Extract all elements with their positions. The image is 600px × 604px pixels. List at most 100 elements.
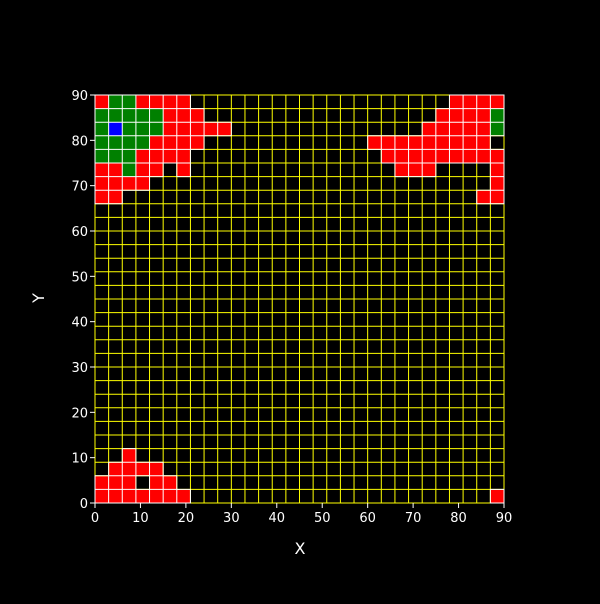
red-cell: [190, 135, 205, 150]
red-cell: [408, 135, 423, 150]
red-cell: [490, 163, 504, 177]
red-cell: [95, 489, 109, 503]
y-tick-label: 80: [71, 134, 88, 149]
red-cell: [135, 489, 150, 503]
red-cell: [476, 149, 491, 163]
red-cell: [108, 163, 123, 177]
red-cell: [490, 190, 504, 204]
red-cell: [122, 489, 136, 503]
green-cell: [490, 108, 504, 123]
green-cell: [122, 135, 136, 150]
red-cell: [176, 108, 191, 123]
red-cell: [149, 135, 164, 150]
green-cell: [149, 122, 164, 136]
red-cell: [394, 163, 409, 177]
x-tick-label: 80: [450, 511, 467, 526]
red-cell: [122, 176, 136, 191]
red-cell: [408, 149, 423, 163]
x-tick-label: 60: [359, 511, 376, 526]
x-axis-ticks: 0 10 20 30 40 50 60 70 80 90: [91, 503, 512, 526]
green-cell: [122, 149, 136, 163]
red-cell: [435, 135, 450, 150]
red-cell: [422, 149, 436, 163]
red-cell: [149, 149, 164, 163]
red-cell: [149, 462, 164, 476]
red-cell: [108, 475, 123, 490]
green-cell: [108, 95, 123, 109]
green-cell: [135, 122, 150, 136]
green-cell: [108, 135, 123, 150]
red-cell: [476, 95, 491, 109]
red-cell: [95, 163, 109, 177]
red-cell: [108, 190, 123, 204]
grid-lines: [94, 94, 505, 504]
red-cell: [449, 108, 464, 123]
x-tick-label: 90: [496, 511, 513, 526]
green-cell: [108, 108, 123, 123]
red-cell: [108, 489, 123, 503]
red-cell: [95, 475, 109, 490]
red-cell: [149, 489, 164, 503]
red-cell: [163, 475, 177, 490]
red-cell: [95, 95, 109, 109]
red-cell: [135, 163, 150, 177]
red-cell: [204, 122, 218, 136]
x-axis-label: X: [295, 539, 306, 558]
red-cell: [463, 95, 477, 109]
y-tick-label: 20: [71, 406, 88, 421]
red-cell: [163, 489, 177, 503]
red-cell: [449, 122, 464, 136]
red-cell: [422, 122, 436, 136]
y-tick-label: 90: [71, 89, 88, 104]
red-cell: [176, 489, 191, 503]
cells-layer: [95, 95, 504, 503]
y-tick-label: 40: [71, 316, 88, 331]
red-cell: [435, 108, 450, 123]
y-tick-label: 10: [71, 452, 88, 467]
red-cell: [381, 135, 395, 150]
green-cell: [135, 108, 150, 123]
blue-cell: [108, 122, 123, 136]
green-cell: [95, 135, 109, 150]
red-cell: [135, 176, 150, 191]
red-cell: [217, 122, 232, 136]
red-cell: [95, 190, 109, 204]
red-cell: [190, 122, 205, 136]
red-cell: [176, 149, 191, 163]
red-cell: [367, 135, 382, 150]
red-cell: [449, 95, 464, 109]
red-cell: [122, 448, 136, 463]
green-cell: [95, 108, 109, 123]
red-cell: [394, 149, 409, 163]
red-cell: [476, 108, 491, 123]
red-cell: [163, 122, 177, 136]
red-cell: [381, 149, 395, 163]
red-cell: [408, 163, 423, 177]
red-cell: [449, 135, 464, 150]
red-cell: [463, 149, 477, 163]
red-cell: [490, 489, 504, 503]
red-cell: [476, 135, 491, 150]
green-cell: [122, 163, 136, 177]
y-tick-label: 50: [71, 270, 88, 285]
red-cell: [394, 135, 409, 150]
red-cell: [490, 176, 504, 191]
red-cell: [149, 475, 164, 490]
y-tick-label: 30: [71, 361, 88, 376]
green-cell: [122, 108, 136, 123]
y-tick-label: 70: [71, 180, 88, 195]
red-cell: [435, 122, 450, 136]
red-cell: [122, 462, 136, 476]
red-cell: [122, 475, 136, 490]
x-tick-label: 40: [269, 511, 286, 526]
green-cell: [149, 108, 164, 123]
y-axis-label: Y: [29, 293, 48, 304]
green-cell: [490, 122, 504, 136]
x-tick-label: 10: [132, 511, 149, 526]
red-cell: [135, 95, 150, 109]
red-cell: [490, 149, 504, 163]
grid-lines-filled: [94, 94, 505, 504]
x-tick-label: 20: [178, 511, 195, 526]
green-cell: [122, 95, 136, 109]
x-tick-label: 70: [405, 511, 422, 526]
